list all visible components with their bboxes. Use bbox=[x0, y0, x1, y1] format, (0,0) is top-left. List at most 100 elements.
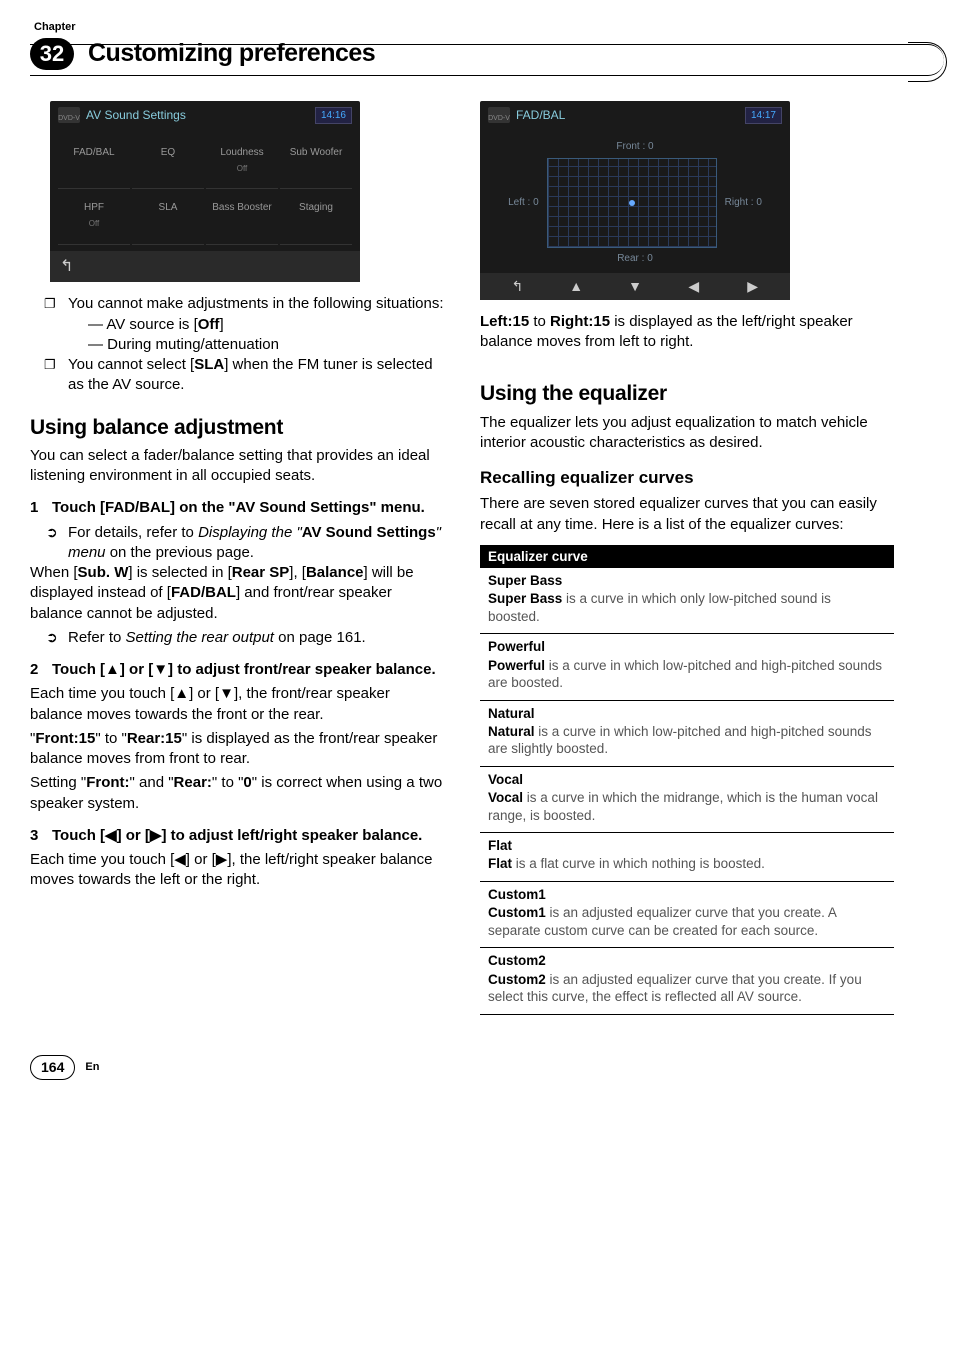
t: Rear SP bbox=[232, 564, 290, 581]
front-label: Front : 0 bbox=[490, 140, 780, 154]
body-text: When [Sub. W] is selected in [Rear SP], … bbox=[30, 563, 444, 624]
section-heading: Using balance adjustment bbox=[30, 414, 444, 442]
step-2: 2Touch [▲] or [▼] to adjust front/rear s… bbox=[30, 660, 444, 680]
t: AV source is [ bbox=[106, 316, 197, 333]
body-text: Each time you touch [▲] or [▼], the fron… bbox=[30, 684, 444, 725]
t: Off bbox=[198, 316, 220, 333]
t: " to " bbox=[212, 774, 244, 791]
clock: 14:17 bbox=[745, 107, 782, 125]
t: Left:15 bbox=[480, 313, 529, 330]
page-number: 164 bbox=[30, 1055, 75, 1080]
t: to bbox=[529, 313, 550, 330]
t: SLA bbox=[194, 356, 224, 373]
note-text: You cannot select [SLA] when the FM tune… bbox=[68, 355, 444, 396]
source-icon: DVD-V bbox=[58, 107, 80, 123]
table-row: VocalVocal is a curve in which the midra… bbox=[480, 767, 894, 833]
table-header: Equalizer curve bbox=[480, 546, 894, 568]
intro-text: You can select a fader/balance setting t… bbox=[30, 446, 444, 487]
body-text: "Front:15" to "Rear:15" is displayed as … bbox=[30, 729, 444, 770]
chapter-number-badge: 32 bbox=[30, 38, 74, 70]
table-row: Custom2Custom2 is an adjusted equalizer … bbox=[480, 948, 894, 1014]
source-icon: DVD-V bbox=[488, 107, 510, 123]
curve-name: Custom1 bbox=[488, 886, 886, 904]
t: Balance bbox=[306, 564, 364, 581]
step-1: 1Touch [FAD/BAL] on the "AV Sound Settin… bbox=[30, 498, 444, 518]
subsection-heading: Recalling equalizer curves bbox=[480, 467, 894, 490]
t: Setting " bbox=[30, 774, 86, 791]
rear-label: Rear : 0 bbox=[490, 252, 780, 266]
curve-desc: Flat is a flat curve in which nothing is… bbox=[488, 855, 886, 873]
pointer-item: For details, refer to Displaying the "AV… bbox=[68, 523, 444, 564]
chapter-label: Chapter bbox=[34, 20, 894, 35]
curve-name: Vocal bbox=[488, 771, 886, 789]
t: " to " bbox=[95, 730, 127, 747]
t: ] bbox=[219, 316, 223, 333]
menu-cell: Staging bbox=[280, 191, 352, 244]
curve-desc: Powerful is a curve in which low-pitched… bbox=[488, 657, 886, 692]
body-text: Setting "Front:" and "Rear:" to "0" is c… bbox=[30, 773, 444, 814]
section-heading: Using the equalizer bbox=[480, 380, 894, 408]
t: Rear: bbox=[174, 774, 212, 791]
menu-cell: SLA bbox=[132, 191, 204, 244]
intro-text: The equalizer lets you adjust equalizati… bbox=[480, 413, 894, 454]
right-icon: ▶ bbox=[723, 277, 782, 296]
left-icon: ◀ bbox=[664, 277, 723, 296]
page-footer: 164 En bbox=[30, 1055, 894, 1080]
t: FAD/BAL bbox=[171, 584, 236, 601]
table-row: Custom1Custom1 is an adjusted equalizer … bbox=[480, 882, 894, 948]
step-text: Touch [▲] or [▼] to adjust front/rear sp… bbox=[52, 661, 436, 678]
menu-cell: Sub Woofer bbox=[280, 136, 352, 189]
curve-desc: Natural is a curve in which low-pitched … bbox=[488, 723, 886, 758]
t: Rear:15 bbox=[127, 730, 182, 747]
step-3: 3Touch [◀] or [▶] to adjust left/right s… bbox=[30, 826, 444, 846]
curve-name: Custom2 bbox=[488, 952, 886, 970]
screen-title: AV Sound Settings bbox=[86, 107, 315, 123]
page-lang: En bbox=[85, 1060, 99, 1075]
body-text: Left:15 to Right:15 is displayed as the … bbox=[480, 312, 894, 353]
t: Displaying the " bbox=[198, 524, 302, 541]
equalizer-table: Equalizer curve Super BassSuper Bass is … bbox=[480, 545, 894, 1015]
notes-list: You cannot make adjustments in the follo… bbox=[30, 294, 444, 395]
page-header: Chapter 32 Customizing preferences bbox=[30, 20, 894, 71]
left-label: Left : 0 bbox=[508, 196, 539, 210]
body-text: Each time you touch [◀] or [▶], the left… bbox=[30, 850, 444, 891]
t: You cannot select [ bbox=[68, 356, 194, 373]
menu-cell: EQ bbox=[132, 136, 204, 189]
t: Right:15 bbox=[550, 313, 610, 330]
step-text: Touch [◀] or [▶] to adjust left/right sp… bbox=[52, 827, 422, 844]
down-icon: ▼ bbox=[606, 277, 665, 296]
curve-name: Flat bbox=[488, 837, 886, 855]
fad-bal-screenshot: DVD-V FAD/BAL 14:17 Front : 0 Left : 0 R… bbox=[480, 101, 790, 300]
note-sub: During muting/attenuation bbox=[88, 335, 444, 355]
t: on the previous page. bbox=[106, 544, 254, 561]
t: Sub. W bbox=[78, 564, 129, 581]
nav-bar: ↰ ▲ ▼ ◀ ▶ bbox=[480, 273, 790, 300]
menu-cell: FAD/BAL bbox=[58, 136, 130, 189]
back-icon: ↰ bbox=[60, 258, 73, 275]
t: ], [ bbox=[289, 564, 306, 581]
t: Setting the rear output bbox=[126, 629, 274, 646]
t: AV Sound Settings bbox=[302, 524, 436, 541]
table-row: Super BassSuper Bass is a curve in which… bbox=[480, 568, 894, 634]
t: When [ bbox=[30, 564, 78, 581]
right-label: Right : 0 bbox=[725, 196, 762, 210]
curve-name: Natural bbox=[488, 705, 886, 723]
note-text: You cannot make adjustments in the follo… bbox=[68, 295, 444, 312]
t: ] is selected in [ bbox=[128, 564, 231, 581]
step-text: Touch [FAD/BAL] on the "AV Sound Setting… bbox=[52, 499, 425, 516]
balance-dot bbox=[629, 200, 635, 206]
table-row: NaturalNatural is a curve in which low-p… bbox=[480, 701, 894, 767]
note-sub: AV source is [Off] bbox=[88, 315, 444, 335]
balance-grid bbox=[547, 158, 717, 248]
up-icon: ▲ bbox=[547, 277, 606, 296]
menu-cell: LoudnessOff bbox=[206, 136, 278, 189]
curve-desc: Custom1 is an adjusted equalizer curve t… bbox=[488, 904, 886, 939]
t: Front:15 bbox=[35, 730, 95, 747]
curve-name: Powerful bbox=[488, 638, 886, 656]
clock: 14:16 bbox=[315, 107, 352, 125]
t: on page 161. bbox=[274, 629, 366, 646]
curve-name: Super Bass bbox=[488, 572, 886, 590]
right-column: DVD-V FAD/BAL 14:17 Front : 0 Left : 0 R… bbox=[480, 101, 894, 1015]
curve-desc: Vocal is a curve in which the midrange, … bbox=[488, 789, 886, 824]
table-row: PowerfulPowerful is a curve in which low… bbox=[480, 634, 894, 700]
